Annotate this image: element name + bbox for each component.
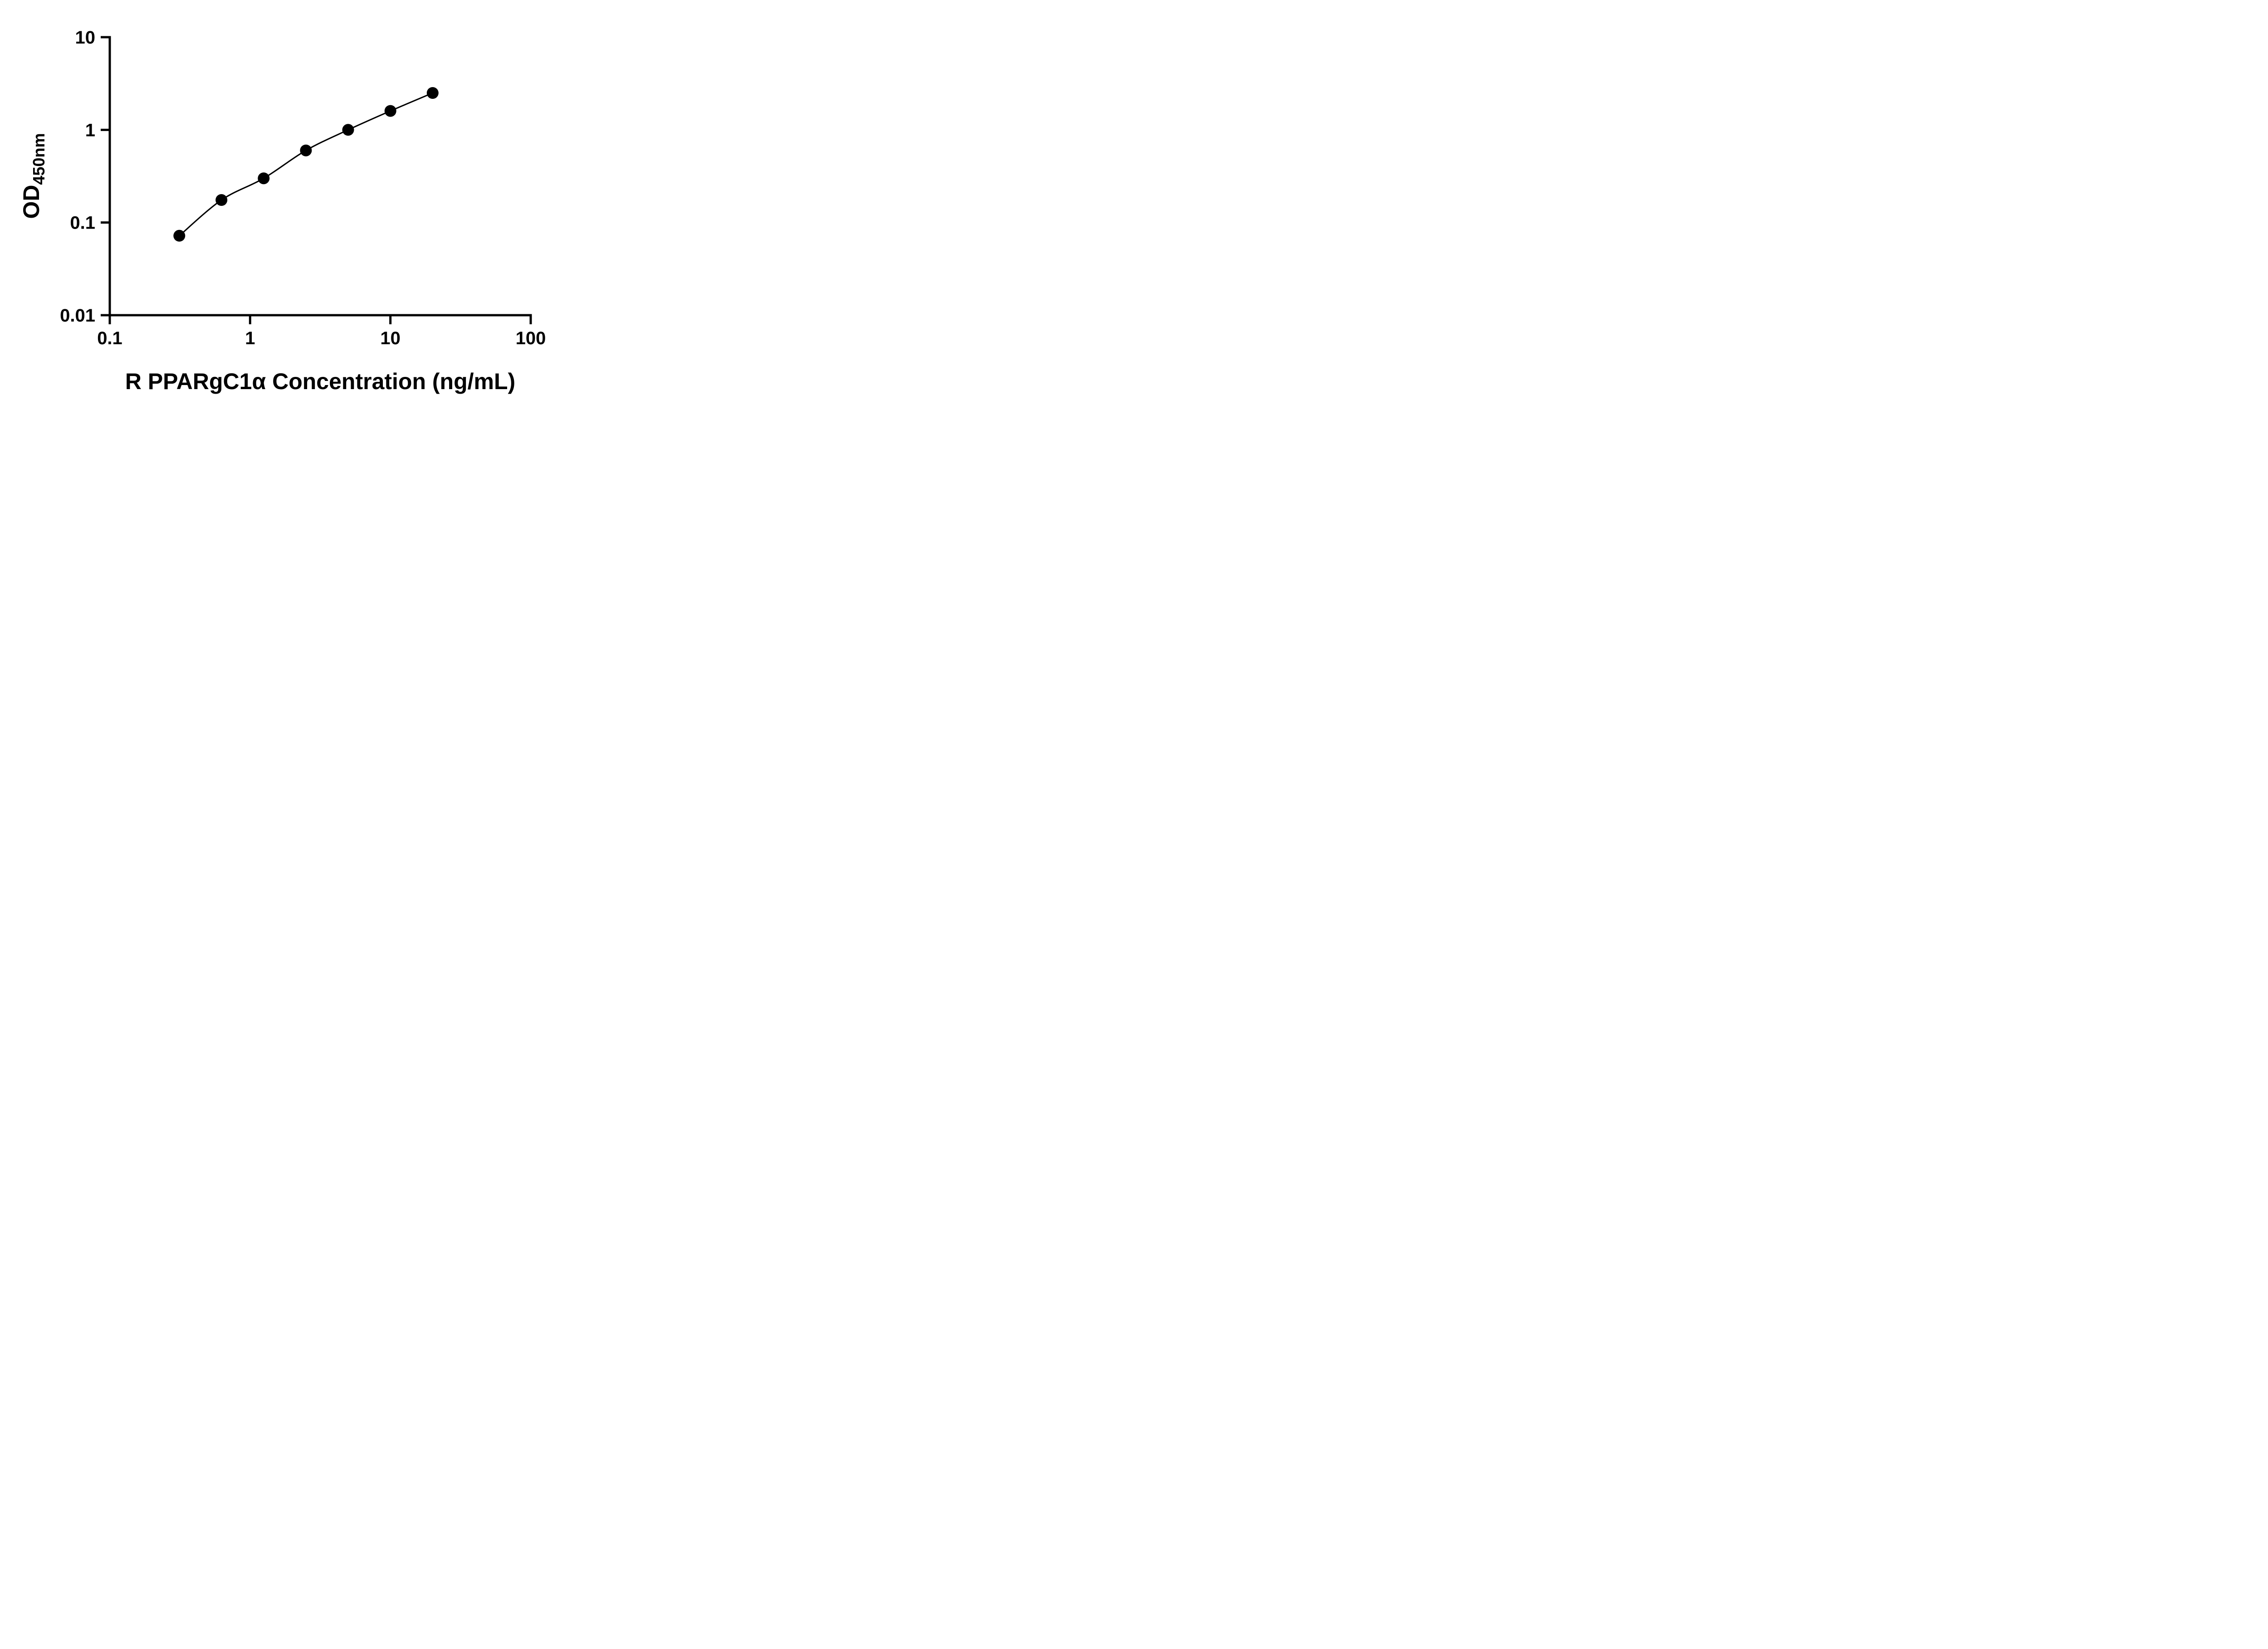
x-axis-tick-label: 1 <box>245 328 255 348</box>
x-axis-tick-label: 0.1 <box>97 328 122 348</box>
y-axis-title: OD450nm <box>19 133 48 219</box>
y-axis-tick-label: 1 <box>85 120 95 140</box>
y-axis-tick-label: 0.1 <box>70 213 95 233</box>
data-point <box>173 229 186 242</box>
x-axis-tick-label: 100 <box>516 328 546 348</box>
data-point <box>215 194 228 206</box>
y-axis-title-main: OD <box>19 185 44 219</box>
data-point <box>258 172 270 185</box>
y-axis-tick-label: 0.01 <box>60 306 95 326</box>
y-axis-tick-label: 10 <box>75 28 96 48</box>
data-point <box>342 124 354 136</box>
axis-frame <box>108 36 532 317</box>
x-axis-tick-label: 10 <box>380 328 401 348</box>
y-axis-title-subscript: 450nm <box>29 133 48 185</box>
data-point <box>426 87 439 99</box>
standard-curve-figure: 0.1 1 10 100 10 1 0.1 0.01 R PPARgC1α Concentrat… <box>0 0 583 412</box>
data-point <box>300 144 312 156</box>
x-axis-title: R PPARgC1α Concentration (ng/mL) <box>125 369 515 394</box>
data-point <box>384 105 396 117</box>
